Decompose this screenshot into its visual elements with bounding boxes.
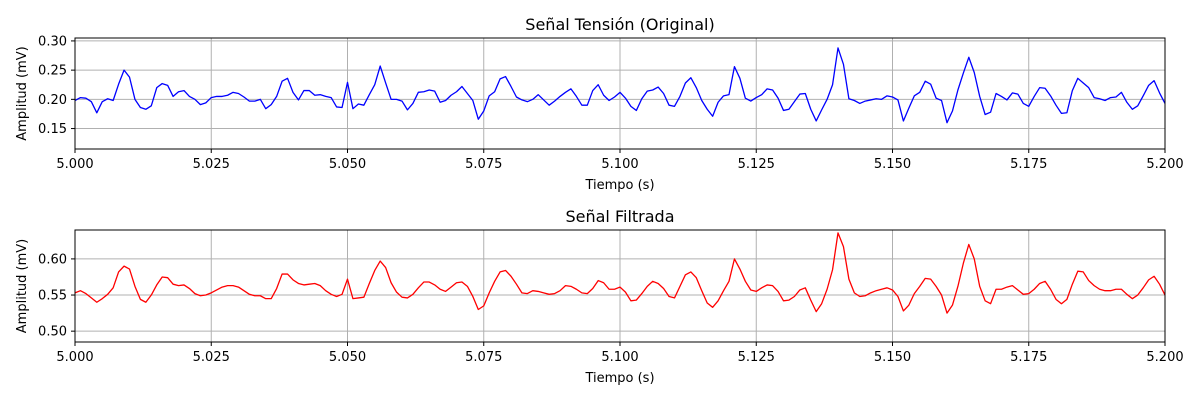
x-axis-label: Tiempo (s) bbox=[584, 371, 654, 386]
x-tick-label: 5.125 bbox=[738, 350, 775, 365]
chart-title: Señal Tensión (Original) bbox=[525, 15, 714, 34]
x-tick-label: 5.150 bbox=[874, 157, 911, 172]
x-axis-label: Tiempo (s) bbox=[584, 178, 654, 193]
y-axis-label: Amplitud (mV) bbox=[15, 46, 30, 140]
x-tick-label: 5.200 bbox=[1146, 350, 1183, 365]
x-tick-label: 5.100 bbox=[601, 350, 638, 365]
x-tick-label: 5.150 bbox=[874, 350, 911, 365]
y-tick-label: 0.30 bbox=[38, 34, 67, 49]
y-tick-label: 0.25 bbox=[38, 64, 67, 79]
y-axis-label: Amplitud (mV) bbox=[15, 239, 30, 333]
y-tick-label: 0.20 bbox=[38, 93, 67, 108]
x-tick-label: 5.000 bbox=[56, 157, 93, 172]
x-tick-label: 5.200 bbox=[1146, 157, 1183, 172]
x-tick-label: 5.175 bbox=[1010, 157, 1047, 172]
y-tick-label: 0.15 bbox=[38, 122, 67, 137]
x-tick-label: 5.000 bbox=[56, 350, 93, 365]
series-line bbox=[75, 47, 1165, 124]
chart-title: Señal Filtrada bbox=[565, 207, 674, 226]
y-tick-label: 0.55 bbox=[38, 289, 67, 304]
x-tick-label: 5.175 bbox=[1010, 350, 1047, 365]
x-tick-label: 5.075 bbox=[465, 157, 502, 172]
x-tick-label: 5.025 bbox=[193, 157, 230, 172]
x-tick-label: 5.100 bbox=[601, 157, 638, 172]
chart-panel-2: 5.000 5.025 5.050 5.075 5.100 5.125 5.150 5.175… bbox=[15, 207, 1184, 386]
y-tick-label: 0.50 bbox=[38, 325, 67, 340]
x-tick-label: 5.050 bbox=[329, 157, 366, 172]
x-tick-label: 5.075 bbox=[465, 350, 502, 365]
x-tick-label: 5.025 bbox=[193, 350, 230, 365]
x-tick-label: 5.050 bbox=[329, 350, 366, 365]
chart-panel-1: 5.000 5.025 5.050 5.075 5.100 5.125 5.150 5.175… bbox=[15, 15, 1184, 193]
y-tick-label: 0.60 bbox=[38, 252, 67, 267]
series-line bbox=[75, 232, 1165, 314]
x-tick-label: 5.125 bbox=[738, 157, 775, 172]
